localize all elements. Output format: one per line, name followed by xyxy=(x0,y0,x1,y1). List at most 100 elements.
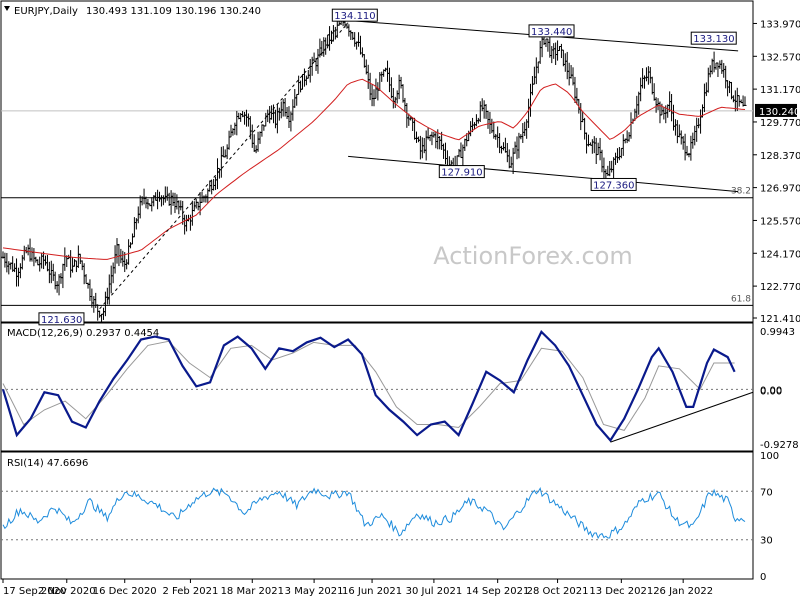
ohlc-bar xyxy=(567,62,571,86)
ohlc-bar xyxy=(138,195,142,219)
price-y-tick-label: 133.970 xyxy=(760,19,800,30)
ohlc-bar xyxy=(399,76,403,89)
ohlc-bar xyxy=(297,75,301,95)
ohlc-bar xyxy=(380,71,384,82)
ohlc-bar xyxy=(650,76,654,95)
dropdown-triangle-icon[interactable] xyxy=(4,6,10,11)
ohlc-bar xyxy=(712,51,716,73)
ohlc-bar xyxy=(194,198,198,209)
price-y-tick-label: 125.570 xyxy=(760,216,800,227)
ohlc-bar xyxy=(372,89,376,107)
price-y-tick-label: 126.970 xyxy=(760,184,800,195)
ohlc-bar xyxy=(358,35,362,55)
ohlc-bar xyxy=(349,30,353,40)
x-tick-label: 3 May 2021 xyxy=(285,586,344,597)
ohlc-bar xyxy=(22,245,26,261)
ohlc-bar xyxy=(401,84,405,103)
ohlc-bar xyxy=(15,258,19,287)
macd-title: MACD(12,26,9) 0.2937 0.4454 xyxy=(7,328,159,339)
ohlc-bar xyxy=(92,296,96,313)
ohlc-bar xyxy=(105,287,109,305)
ohlc-bar xyxy=(704,82,708,97)
price-pane xyxy=(0,0,754,323)
ohlc-bar xyxy=(699,109,703,134)
ohlc-bar xyxy=(101,307,105,320)
ohlc-bar xyxy=(107,274,111,305)
x-tick-label: 16 Dec 2020 xyxy=(93,586,157,597)
ohlc-bar xyxy=(538,40,542,64)
ohlc-bar xyxy=(45,254,49,272)
ohlc-bar xyxy=(246,113,250,127)
ohlc-bar xyxy=(370,84,374,107)
ohlc-bar xyxy=(179,200,183,211)
ohlc-bar xyxy=(598,137,602,161)
ohlc-bar xyxy=(235,110,239,136)
ohlc-bar xyxy=(438,136,442,150)
ohlc-bar xyxy=(210,180,214,195)
ohlc-bar xyxy=(221,146,225,158)
moving-average-line xyxy=(2,78,746,260)
ohlc-bar xyxy=(18,263,22,279)
ohlc-bar xyxy=(34,256,38,263)
price-annotation: 121.630 xyxy=(38,312,85,326)
ohlc-bar xyxy=(413,117,417,140)
ohlc-bar xyxy=(590,139,594,154)
ohlc-bar xyxy=(720,59,724,74)
ohlc-bar xyxy=(291,99,295,121)
ohlc-bar xyxy=(724,65,728,89)
ohlc-bar xyxy=(159,195,163,207)
macd-y-tick-label: 0.00 xyxy=(760,386,782,397)
price-y-tick-label: 128.370 xyxy=(760,151,800,162)
ohlc-bar xyxy=(69,250,73,278)
ohlc-bar xyxy=(532,66,536,85)
ohlc-bar xyxy=(569,65,573,79)
ohlc-bar xyxy=(96,304,100,321)
ohlc-bar xyxy=(28,238,32,262)
ohlc-bar xyxy=(457,148,461,158)
ohlc-bar xyxy=(529,83,533,117)
ohlc-bar xyxy=(509,156,513,169)
ohlc-bar xyxy=(706,67,710,93)
ohlc-bar xyxy=(418,135,422,160)
ohlc-bar xyxy=(646,66,650,85)
price-ohlc-header: 130.493 131.109 130.196 130.240 xyxy=(86,6,261,17)
ohlc-bar xyxy=(304,75,308,86)
ohlc-bar xyxy=(422,138,426,154)
ohlc-bar xyxy=(152,195,156,207)
ohlc-bar xyxy=(86,282,90,289)
ohlc-bar xyxy=(648,67,652,84)
ohlc-bar xyxy=(281,99,285,117)
ohlc-bar xyxy=(702,83,706,113)
ohlc-bar xyxy=(507,149,511,169)
ohlc-bar xyxy=(695,117,699,142)
ohlc-bar xyxy=(697,118,701,129)
ohlc-bar xyxy=(561,49,565,67)
ohlc-bar xyxy=(127,239,131,265)
ohlc-bar xyxy=(691,132,695,149)
ohlc-bar xyxy=(530,76,534,96)
ohlc-bar xyxy=(314,57,318,71)
svg-text:121.630: 121.630 xyxy=(41,315,82,326)
ohlc-bar xyxy=(368,72,372,101)
ohlc-bar xyxy=(639,77,643,102)
ohlc-bar xyxy=(219,146,223,178)
x-tick-label: 2 Nov 2020 xyxy=(38,586,96,597)
ohlc-bar xyxy=(258,131,262,144)
ohlc-bar xyxy=(150,197,154,212)
macd-y-tick-label: -0.9278 xyxy=(760,440,799,451)
ohlc-bar xyxy=(61,263,65,289)
ohlc-bar xyxy=(252,134,256,152)
ohlc-bar xyxy=(53,271,57,290)
x-tick-label: 28 Oct 2021 xyxy=(527,586,589,597)
ohlc-bar xyxy=(256,131,260,152)
ohlc-bar xyxy=(442,143,446,159)
ohlc-bar xyxy=(71,257,75,273)
ohlc-bar xyxy=(635,95,639,118)
ohlc-bar xyxy=(617,147,621,161)
price-annotation: 127.360 xyxy=(590,177,637,191)
price-y-tick-label: 129.770 xyxy=(760,118,800,129)
ohlc-bar xyxy=(13,263,17,273)
ohlc-bar xyxy=(416,136,420,143)
x-tick-label: 18 Mar 2021 xyxy=(221,586,284,597)
